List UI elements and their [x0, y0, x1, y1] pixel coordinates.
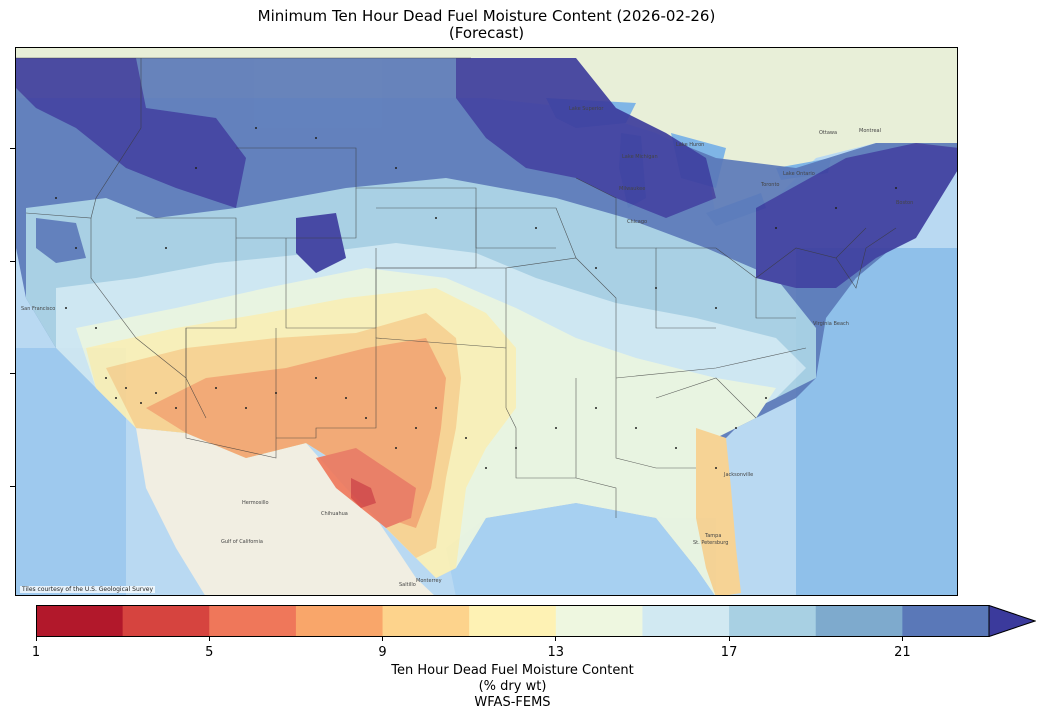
wet-upper-midwest — [456, 58, 716, 218]
colorbar-label-line-3: WFAS-FEMS — [474, 695, 551, 710]
colorbar-tick-label: 9 — [378, 645, 387, 660]
basemap-label: Chicago — [627, 219, 647, 225]
colorbar-tick-label: 21 — [894, 645, 911, 660]
basemap-label: Lake Huron — [676, 142, 704, 148]
colorbar-tick — [728, 637, 730, 641]
basemap-label: Hermosillo — [242, 500, 269, 506]
state-boundaries — [16, 57, 897, 518]
basemap-label: St. Petersburg — [693, 540, 728, 546]
colorbar-tick — [208, 637, 210, 641]
basemap-label: Virginia Beach — [813, 321, 849, 327]
colorbar-segment — [122, 605, 210, 637]
basemap-label: Lake Michigan — [622, 154, 658, 160]
moisture-field — [16, 58, 957, 595]
colorbar-segment — [555, 605, 643, 637]
colorbar-segment — [36, 605, 124, 637]
station-markers — [55, 127, 897, 469]
colorbar-tick — [35, 637, 37, 641]
colorbar-tick-label: 17 — [720, 645, 738, 660]
colorbar-segment — [729, 605, 817, 637]
colorbar-segment — [295, 605, 384, 637]
basemap-label: Chihuahua — [321, 511, 348, 517]
fuel-moisture-map: Hermosillo Chihuahua Gulf of California … — [16, 48, 957, 595]
colorbar-outline — [36, 605, 990, 637]
basemap-label: Montreal — [859, 128, 881, 134]
basemap-label: Saltillo — [399, 582, 416, 588]
colorbar-tick-label: 1 — [31, 645, 41, 660]
colorbar-tick — [555, 637, 557, 641]
basemap-label: Toronto — [760, 182, 779, 188]
basemap-label: Lake Superior — [569, 106, 604, 112]
colorbar-tick — [901, 637, 903, 641]
colorbar-tick — [382, 637, 384, 641]
basemap-label: Monterrey — [416, 578, 442, 584]
colorbar-tick-label: 5 — [205, 645, 214, 660]
colorbar-segment — [642, 605, 730, 637]
wet-northwest — [16, 58, 246, 208]
basemap-label: Boston — [896, 200, 913, 206]
title-line-1: Minimum Ten Hour Dead Fuel Moisture Cont… — [257, 7, 716, 25]
y-tick — [10, 373, 15, 374]
colorbar-segment — [469, 605, 557, 637]
basemap-label: Lake Ontario — [783, 171, 815, 177]
y-tick — [10, 261, 15, 262]
y-tick — [10, 486, 15, 487]
colorbar-label-line-1: Ten Hour Dead Fuel Moisture Content — [391, 663, 634, 678]
mexico-land — [136, 428, 434, 595]
tile-credit: Tiles courtesy of the U.S. Geological Su… — [20, 586, 156, 593]
basemap-label: Ottawa — [819, 130, 837, 136]
gulf-of-mexico — [446, 503, 716, 595]
colorbar-segment — [815, 605, 903, 637]
colorbar-segment — [902, 605, 990, 637]
y-tick — [10, 148, 15, 149]
basemap-label: Milwaukee — [619, 186, 645, 192]
basemap-label: Tampa — [704, 533, 721, 539]
colorbar-segment — [209, 605, 297, 637]
basemap-label: San Francisco — [21, 306, 55, 312]
basemap-label: Gulf of California — [221, 539, 263, 545]
wet-oregon — [36, 218, 86, 263]
colorbar — [36, 605, 1036, 637]
zone-3 — [351, 478, 376, 508]
colorbar-label-line-2: (% dry wt) — [478, 679, 547, 694]
colorbar-segments — [36, 605, 990, 637]
map-panel[interactable]: Hermosillo Chihuahua Gulf of California … — [15, 47, 958, 596]
colorbar-extend-arrow — [989, 605, 1036, 637]
basemap-label: Jacksonville — [723, 472, 753, 478]
colorbar-arrow-outline — [988, 605, 1036, 637]
wet-colorado — [296, 213, 346, 273]
basemap-labels: Hermosillo Chihuahua Gulf of California … — [21, 106, 913, 588]
florida-dry — [696, 428, 741, 595]
colorbar-segment — [382, 605, 470, 637]
title-line-2: (Forecast) — [448, 24, 525, 42]
colorbar-tick-label: 13 — [547, 645, 565, 660]
wet-northeast — [756, 143, 957, 288]
map-title: Minimum Ten Hour Dead Fuel Moisture Cont… — [15, 8, 958, 42]
